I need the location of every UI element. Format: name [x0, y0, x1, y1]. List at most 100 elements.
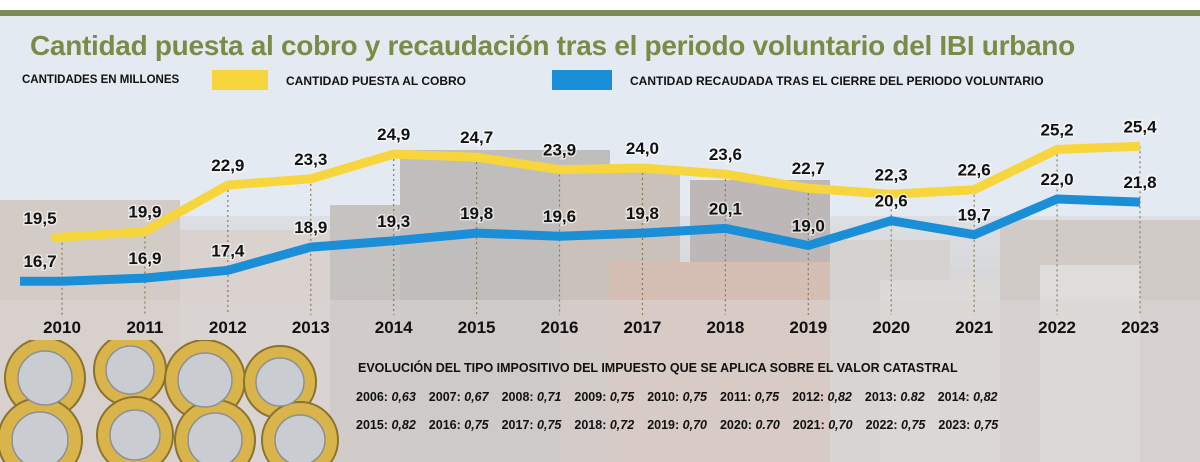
rate-value: 0.70: [755, 418, 780, 432]
value-label-cobro-2021: 22,6: [958, 161, 991, 180]
year-label-2015: 2015: [458, 318, 496, 337]
rate-year: 2015:: [356, 418, 392, 432]
rate-item: 2011: 0,75: [720, 390, 779, 404]
value-label-cobro-2014: 24,9: [377, 125, 410, 144]
rate-year: 2016:: [428, 418, 465, 432]
rate-value: 0,63: [391, 390, 416, 404]
value-label-recaudada-2015: 19,8: [460, 204, 493, 223]
rate-year: 2018:: [574, 418, 610, 432]
value-label-recaudada-2023: 21,8: [1123, 173, 1156, 192]
year-label-2016: 2016: [541, 318, 579, 337]
rate-year: 2013:: [864, 390, 901, 404]
rate-year: 2008:: [501, 390, 538, 404]
green-rule: [0, 10, 1200, 16]
rate-item: 2018: 0,72: [574, 418, 634, 432]
year-label-2012: 2012: [209, 318, 247, 337]
rate-item: 2021: 0,70: [793, 418, 853, 432]
year-label-2013: 2013: [292, 318, 330, 337]
rate-item: 2023: 0,75: [938, 418, 998, 432]
year-label-2010: 2010: [43, 318, 81, 337]
value-label-recaudada-2013: 18,9: [294, 218, 327, 237]
rate-year: 2023:: [938, 418, 974, 432]
rate-year: 2021:: [792, 418, 829, 432]
value-label-cobro-2010: 19,5: [23, 209, 56, 228]
value-label-cobro-2020: 22,3: [875, 165, 908, 184]
rate-item: 2006: 0,63: [356, 390, 416, 404]
rate-year: 2020:: [719, 418, 756, 432]
value-label-recaudada-2020: 20,6: [875, 192, 908, 211]
value-label-recaudada-2016: 19,6: [543, 207, 576, 226]
rate-value: 0,82: [827, 390, 852, 404]
year-label-2011: 2011: [126, 318, 163, 337]
rate-value: 0,70: [682, 418, 707, 432]
value-label-cobro-2023: 25,4: [1123, 117, 1157, 136]
year-label-2019: 2019: [789, 318, 827, 337]
series-line-recaudada: [20, 194, 1141, 286]
value-label-cobro-2017: 24,0: [626, 139, 659, 158]
year-label-2014: 2014: [375, 318, 413, 337]
legend-swatch-cobro: [212, 70, 268, 90]
euro-coins-image: [0, 340, 339, 462]
value-label-recaudada-2011: 16,9: [128, 249, 161, 268]
rate-item: 2017: 0,75: [502, 418, 562, 432]
value-label-recaudada-2022: 22,0: [1041, 170, 1074, 189]
rate-item: 2020: 0.70: [720, 418, 780, 432]
rate-year: 2019:: [647, 418, 683, 432]
rate-value: 0,82: [973, 390, 998, 404]
year-label-2020: 2020: [872, 318, 910, 337]
rate-year: 2017:: [501, 418, 538, 432]
rate-year: 2009:: [574, 390, 610, 404]
value-label-recaudada-2021: 19,7: [958, 206, 991, 225]
rate-item: 2022: 0,75: [866, 418, 926, 432]
value-label-cobro-2018: 23,6: [709, 145, 742, 164]
rate-item: 2013: 0.82: [865, 390, 925, 404]
rate-value: 0,71: [537, 390, 562, 404]
rate-value: 0,72: [609, 418, 635, 432]
value-label-cobro-2012: 22,9: [211, 156, 244, 175]
rate-value: 0,82: [391, 418, 416, 432]
value-label-cobro-2022: 25,2: [1041, 120, 1074, 139]
year-label-2021: 2021: [955, 318, 993, 337]
rate-value: 0,67: [464, 390, 489, 404]
chart-title: Cantidad puesta al cobro y recaudación t…: [30, 30, 1075, 61]
series-line-cobro: [51, 141, 1141, 243]
rate-value: 0,75: [754, 390, 780, 404]
rate-value: 0,75: [973, 418, 999, 432]
value-label-recaudada-2010: 16,7: [23, 252, 56, 271]
value-label-recaudada-2019: 19,0: [792, 217, 825, 236]
rate-item: 2008: 0,71: [502, 390, 562, 404]
rate-item: 2015: 0,82: [356, 418, 416, 432]
rate-value: 0,75: [682, 390, 707, 404]
rate-value: 0,75: [901, 418, 926, 432]
rates-title: EVOLUCIÓN DEL TIPO IMPOSITIVO DEL IMPUES…: [358, 361, 958, 375]
rate-year: 2006:: [356, 390, 392, 404]
rates-row-2: 2015: 0,82 2016: 0,75 2017: 0,75 2018: 0,72…: [356, 418, 1011, 432]
rate-value: 0,75: [464, 418, 489, 432]
legend-label-cobro: CANTIDAD PUESTA AL COBRO: [286, 74, 466, 88]
rate-value: 0.82: [900, 390, 925, 404]
rate-year: 2010:: [647, 390, 683, 404]
value-label-cobro-2019: 22,7: [792, 159, 825, 178]
value-label-cobro-2011: 19,9: [128, 203, 161, 222]
rate-item: 2016: 0,75: [429, 418, 489, 432]
rate-year: 2022:: [865, 418, 902, 432]
rate-item: 2012: 0,82: [792, 390, 852, 404]
rate-item: 2010: 0,75: [647, 390, 707, 404]
value-label-recaudada-2018: 20,1: [709, 199, 742, 218]
year-label-2017: 2017: [624, 318, 662, 337]
rate-value: 0,70: [828, 418, 853, 432]
value-label-recaudada-2014: 19,3: [377, 212, 410, 231]
year-label-2018: 2018: [706, 318, 744, 337]
rate-year: 2012:: [792, 390, 828, 404]
year-label-2023: 2023: [1121, 318, 1159, 337]
rate-item: 2009: 0,75: [574, 390, 634, 404]
rate-item: 2007: 0,67: [429, 390, 489, 404]
legend-swatch-recaudada: [552, 70, 612, 90]
value-label-cobro-2015: 24,7: [460, 128, 493, 147]
rate-year: 2014:: [937, 390, 974, 404]
rate-year: 2007:: [428, 390, 465, 404]
rate-item: 2014: 0,82: [938, 390, 998, 404]
